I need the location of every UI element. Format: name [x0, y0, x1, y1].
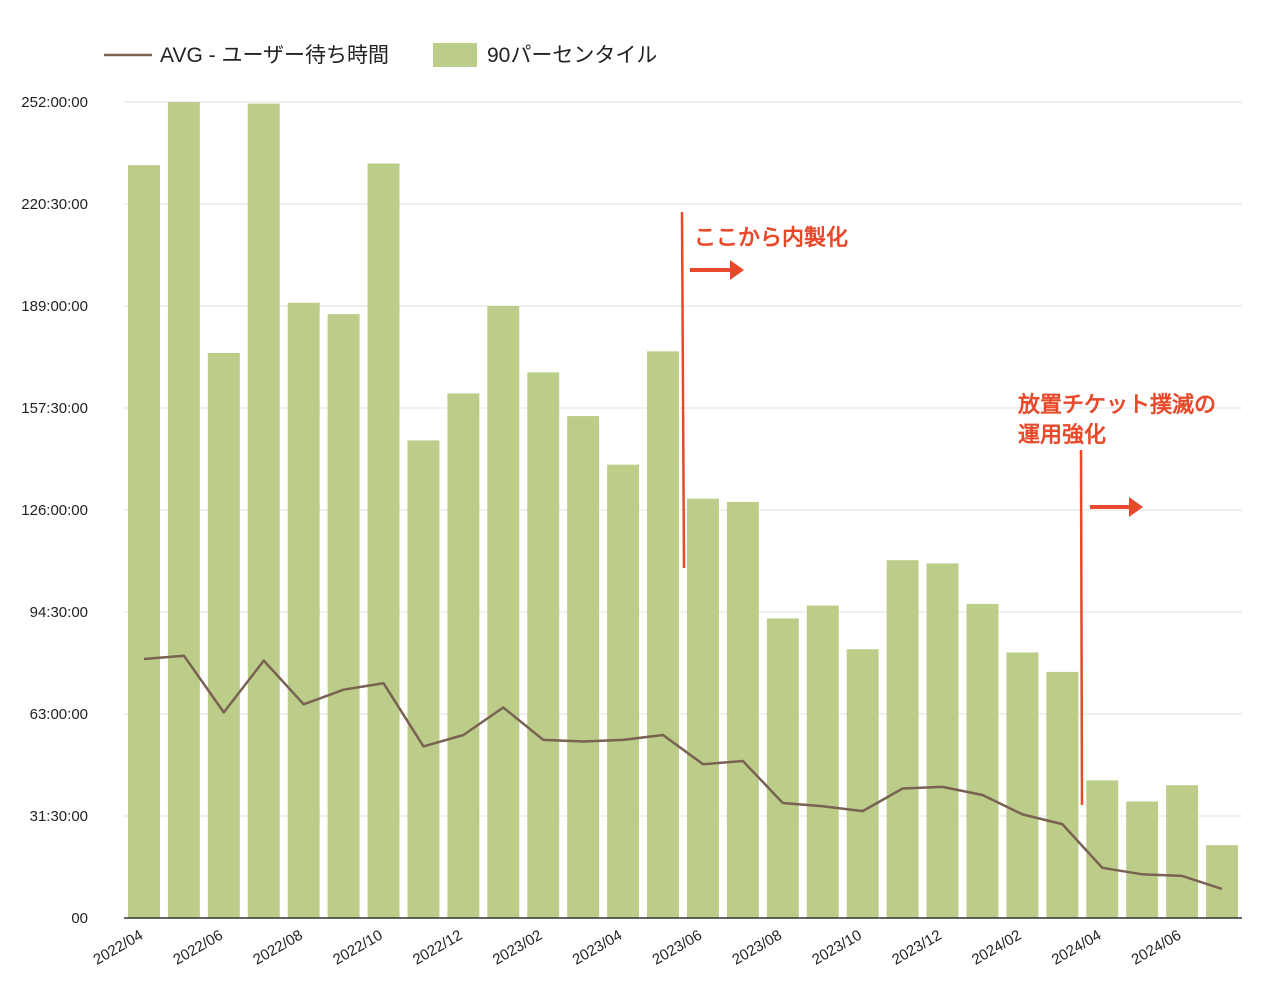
- x-tick-label: 2022/10: [330, 927, 385, 969]
- x-tick-label: 2023/12: [889, 927, 944, 969]
- bar: [926, 563, 959, 918]
- x-tick-label: 2024/02: [969, 927, 1024, 969]
- x-tick-label: 2023/04: [570, 927, 625, 969]
- y-axis-tick-labels: 00 31:30:00 63:00:00 94:30:00 126:00:00 157:3…: [21, 94, 88, 927]
- annotation-arrow-head: [730, 260, 744, 280]
- x-tick-label: 2022/12: [410, 927, 465, 969]
- x-tick-label: 2022/04: [91, 927, 146, 969]
- y-tick-label: 157:30:00: [21, 400, 88, 417]
- bar: [167, 102, 200, 918]
- bar: [1126, 801, 1159, 918]
- bar: [1086, 780, 1119, 918]
- bar: [127, 165, 160, 919]
- bar: [766, 618, 799, 918]
- bar: [806, 605, 839, 918]
- bar: [886, 560, 919, 918]
- annotation-arrow-head: [1129, 497, 1143, 517]
- y-tick-label: 126:00:00: [21, 502, 88, 519]
- x-tick-label: 2024/04: [1049, 927, 1104, 969]
- bar: [367, 163, 400, 918]
- x-tick-label: 2022/08: [250, 927, 305, 969]
- bar: [447, 393, 480, 918]
- annotation-marker-line: [1079, 449, 1084, 806]
- bar: [327, 314, 360, 919]
- bar: [726, 501, 759, 918]
- annotation-label-ticket-cleanup: 放置チケット撲滅の運用強化: [1017, 392, 1216, 447]
- x-tick-label: 2024/06: [1129, 927, 1184, 969]
- x-tick-label: 2023/02: [490, 927, 545, 969]
- bar: [607, 464, 640, 918]
- y-tick-label: 252:00:00: [21, 94, 88, 111]
- bar: [1046, 671, 1079, 918]
- bar: [686, 498, 719, 918]
- annotation-marker-line: [680, 211, 686, 569]
- y-tick-label: 31:30:00: [30, 808, 88, 825]
- legend: AVG - ユーザー待ち時間 90パーセンタイル: [104, 43, 657, 67]
- bar: [1206, 845, 1239, 918]
- bar: [247, 103, 280, 919]
- y-tick-label: 189:00:00: [21, 298, 88, 315]
- line-series-avg-wait: [143, 654, 1223, 891]
- legend-bar-swatch: [433, 43, 477, 67]
- x-axis-tick-labels: 2022/04 2022/06 2022/08 2022/10 2022/12 2023/…: [91, 927, 1185, 969]
- y-tick-label: 63:00:00: [30, 706, 88, 723]
- bar: [1166, 785, 1199, 918]
- legend-label-p90: 90パーセンタイル: [487, 44, 657, 67]
- bar: [1006, 652, 1039, 918]
- annotation-label-insourcing: ここから内製化: [694, 225, 848, 250]
- x-tick-label: 2023/10: [809, 927, 864, 969]
- bar: [846, 649, 879, 918]
- bar: [487, 306, 520, 918]
- x-tick-label: 2022/06: [170, 927, 225, 969]
- bar-series-90th-percentile: [127, 102, 1239, 919]
- x-tick-label: 2023/06: [650, 927, 705, 969]
- bar: [287, 302, 320, 918]
- bar: [527, 372, 560, 918]
- bar: [407, 440, 440, 918]
- x-tick-label: 2023/08: [729, 927, 784, 969]
- avg-line: [143, 654, 1223, 891]
- y-tick-label: 00: [71, 910, 88, 927]
- y-tick-label: 94:30:00: [30, 604, 88, 621]
- bar: [966, 603, 999, 918]
- bar: [647, 351, 680, 918]
- bar: [567, 416, 600, 918]
- legend-label-avg: AVG - ユーザー待ち時間: [160, 44, 389, 67]
- y-tick-label: 220:30:00: [21, 196, 88, 213]
- bar: [207, 352, 240, 918]
